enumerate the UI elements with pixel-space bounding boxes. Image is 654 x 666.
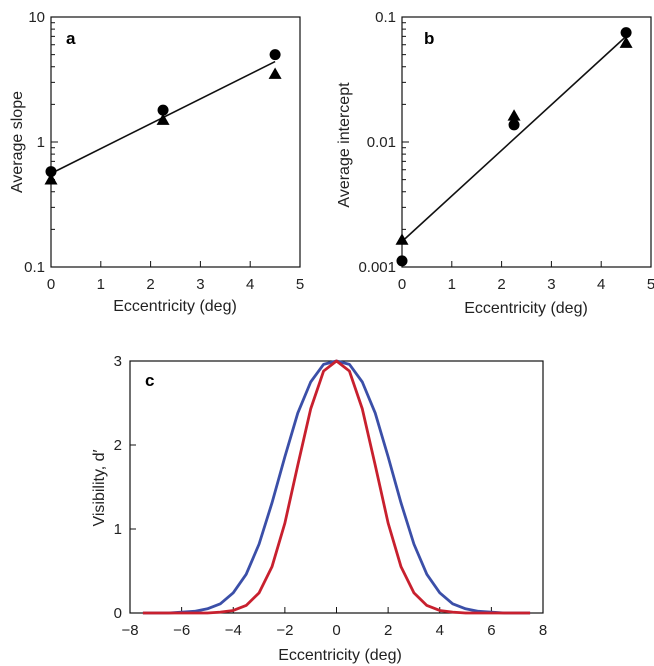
x-tick-label: 1 [97, 276, 105, 293]
panel-a-frame [50, 16, 301, 268]
x-tick-label: 8 [539, 622, 547, 639]
triangle-point [44, 173, 58, 185]
x-tick-label: −2 [276, 622, 293, 639]
panel-b-xlabel: Eccentricity (deg) [464, 300, 588, 317]
panel-a-label: a [66, 29, 76, 48]
x-tick-label: 4 [436, 622, 444, 639]
panel-c-xlabel: Eccentricity (deg) [278, 647, 402, 664]
x-tick-label: −4 [225, 622, 242, 639]
y-tick-label: 0.001 [358, 259, 396, 276]
triangle-point [395, 233, 409, 245]
triangle-point [156, 113, 170, 125]
panel-b-frame [401, 16, 652, 268]
panel-c-frame [129, 360, 544, 614]
x-tick-label: −8 [121, 622, 138, 639]
panel-c-ylabel: Visibility, d′ [91, 449, 108, 526]
panel-b-ticks: 0 1 2 3 4 5 0.001 0.01 0.1 [358, 9, 654, 293]
y-tick-label: 1 [37, 134, 45, 151]
panel-b: b Eccentricity (deg) Average intercept 0… [336, 9, 654, 317]
x-tick-label: 4 [246, 276, 254, 293]
x-tick-label: 0 [47, 276, 55, 293]
x-tick-label: −6 [173, 622, 190, 639]
x-tick-label: 0 [398, 276, 406, 293]
visibility-curve-1 [142, 359, 531, 615]
y-tick-label: 3 [114, 353, 122, 370]
x-tick-label: 2 [497, 276, 505, 293]
x-tick-label: 2 [146, 276, 154, 293]
visibility-curve-2 [142, 359, 531, 615]
panel-b-label: b [424, 29, 434, 48]
panel-a-marks [44, 49, 282, 185]
x-tick-label: 3 [547, 276, 555, 293]
panel-c-marks [142, 359, 531, 615]
y-tick-label: 0 [114, 605, 122, 622]
fit-line [401, 35, 627, 243]
x-tick-label: 6 [487, 622, 495, 639]
y-tick-label: 0.1 [24, 259, 45, 276]
circle-point [508, 119, 520, 131]
y-tick-label: 10 [28, 9, 45, 26]
panel-b-marks [395, 27, 633, 267]
panel-c-label: c [145, 371, 154, 390]
triangle-point [619, 36, 633, 48]
x-tick-label: 0 [332, 622, 340, 639]
circle-point [269, 49, 281, 61]
y-tick-label: 2 [114, 437, 122, 454]
triangle-point [268, 67, 282, 79]
panel-a-ticks: 0 1 2 3 4 5 0.1 1 10 [24, 9, 304, 293]
y-tick-label: 0.01 [367, 134, 396, 151]
panel-c-ticks: −8 −6 −4 −2 0 2 4 6 8 0 1 2 3 [114, 353, 548, 639]
circle-point [396, 255, 408, 267]
panel-c: c Eccentricity (deg) Visibility, d′ −8 −6… [91, 353, 547, 664]
circle-point [45, 166, 57, 178]
circle-point [620, 27, 632, 39]
x-tick-label: 5 [647, 276, 654, 293]
circle-point [157, 104, 169, 116]
triangle-point [507, 109, 521, 121]
x-tick-label: 1 [448, 276, 456, 293]
x-tick-label: 4 [597, 276, 605, 293]
panel-b-ylabel: Average intercept [336, 82, 353, 208]
x-tick-label: 3 [196, 276, 204, 293]
panel-a-ylabel: Average slope [9, 91, 26, 193]
y-tick-label: 1 [114, 521, 122, 538]
x-tick-label: 2 [384, 622, 392, 639]
x-tick-label: 5 [296, 276, 304, 293]
panel-a: a Eccentricity (deg) Average slope 0 1 2 3 4… [9, 9, 304, 315]
y-tick-label: 0.1 [375, 9, 396, 26]
panel-a-xlabel: Eccentricity (deg) [113, 298, 237, 315]
